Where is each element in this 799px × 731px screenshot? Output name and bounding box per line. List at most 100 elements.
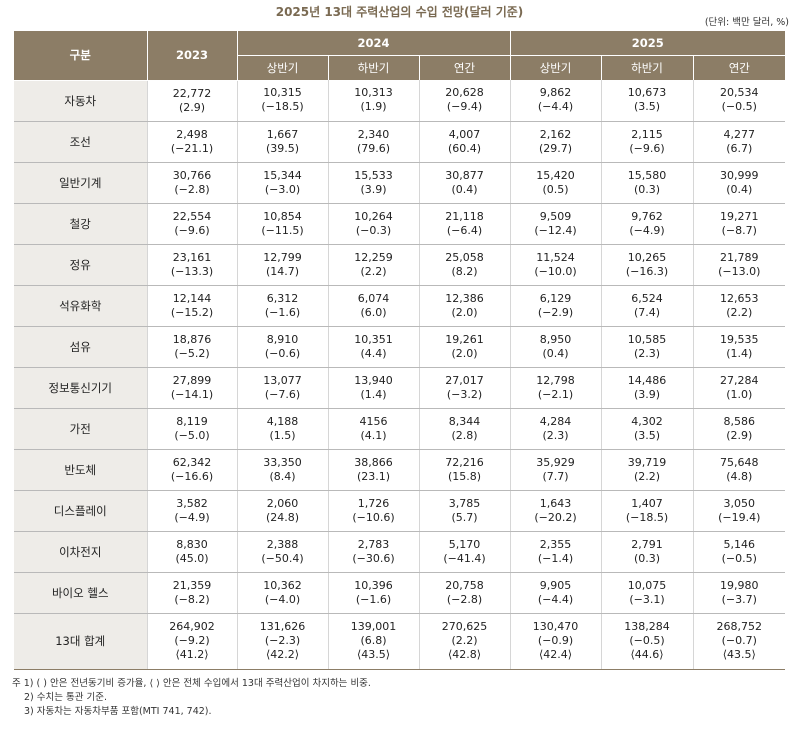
cell-value: 19,980	[720, 578, 759, 592]
table-cell: 10,585 (2.3)	[600, 326, 694, 368]
cell-value: 62,342	[172, 455, 212, 469]
table-cell: 11,524 (−10.0)	[509, 244, 602, 286]
cell-growth-rate: (2.2)	[726, 305, 753, 319]
cell-growth-rate: (−1.6)	[355, 592, 392, 606]
cell-share: ⟨42.2⟩	[265, 648, 300, 661]
cell-growth-rate: (−3.1)	[629, 592, 665, 606]
cell-value: 2,388	[266, 537, 299, 551]
table-cell: 10,396 (−1.6)	[327, 572, 419, 614]
cell-value: 30,877	[445, 168, 484, 182]
table-row: 정유 23,161 (−13.3) 12,799 (14.7) 12,259 (2.2) 25…	[14, 244, 786, 286]
cell-growth-rate: (1.4)	[726, 346, 753, 360]
header-2024-annual: 연간	[418, 55, 511, 80]
cell-share: ⟨41.2⟩	[175, 648, 209, 661]
table-cell: 139,001 (6.8) ⟨43.5⟩	[327, 613, 419, 670]
table-row: 반도체 62,342 (−16.6) 33,350 (8.4) 38,866 (23.1) 7…	[14, 449, 786, 491]
header-category: 구분	[14, 31, 147, 81]
cell-growth-rate: (−9.2)	[174, 634, 210, 647]
table-cell: 8,586 (2.9)	[692, 408, 786, 450]
cell-value: 39,719	[627, 455, 667, 469]
cell-growth-rate: (2.3)	[542, 428, 569, 442]
cell-growth-rate: (1.9)	[360, 100, 387, 114]
table-cell: 10,362 (−4.0)	[236, 572, 328, 614]
cell-growth-rate: (−41.4)	[443, 551, 486, 565]
table-cell: 30,999 (0.4)	[692, 162, 786, 204]
cell-value: 2,162	[539, 127, 572, 141]
cell-value: 10,315	[263, 86, 302, 100]
header-2025-h2: 하반기	[600, 55, 694, 80]
cell-value: 9,762	[631, 209, 663, 223]
table-cell: 19,535 (1.4)	[692, 326, 786, 368]
cell-value: 4,188	[266, 414, 299, 428]
cell-value: 13,077	[263, 373, 302, 387]
table-cell: 15,533 (3.9)	[327, 162, 419, 204]
cell-growth-rate: (−0.5)	[721, 100, 757, 114]
cell-value: 33,350	[263, 455, 302, 469]
row-category: 정유	[14, 244, 147, 286]
table-row: 조선 2,498 (−21.1) 1,667 (39.5) 2,340 (79.6) 4,00…	[14, 121, 786, 163]
cell-value: 12,798	[536, 373, 575, 387]
cell-growth-rate: (−4.9)	[174, 510, 210, 524]
table-cell: 19,261 (2.0)	[418, 326, 511, 368]
cell-growth-rate: (4.4)	[360, 346, 387, 360]
table-cell: 15,344 (−3.0)	[236, 162, 328, 204]
table-cell: 12,144 (−15.2)	[146, 285, 237, 327]
row-category: 가전	[14, 408, 147, 450]
table-row: 디스플레이 3,582 (−4.9) 2,060 (24.8) 1,726 (−10.6) 3…	[14, 490, 786, 532]
cell-growth-rate: (4.8)	[726, 469, 753, 483]
import-forecast-table: 구분 2023 2024 2025 상반기 하반기 연간 상반기 하반기 연간 …	[14, 31, 786, 670]
cell-share: ⟨42.8⟩	[447, 648, 482, 661]
cell-value: 12,799	[263, 250, 302, 264]
cell-value: 2,791	[631, 537, 663, 551]
cell-growth-rate: (−2.8)	[446, 592, 483, 606]
header-2025: 2025	[509, 31, 786, 56]
table-cell: 12,799 (14.7)	[236, 244, 328, 286]
table-cell: 9,762 (−4.9)	[600, 203, 694, 245]
table-cell: 268,752 (−0.7) ⟨43.5⟩	[692, 613, 786, 670]
table-cell: 2,355 (−1.4)	[509, 531, 602, 573]
table-cell: 3,050 (−19.4)	[692, 490, 786, 532]
cell-value: 27,017	[445, 373, 484, 387]
table-cell: 2,340 (79.6)	[327, 121, 419, 163]
table-cell: 4,302 (3.5)	[600, 408, 694, 450]
cell-growth-rate: (−9.6)	[629, 141, 665, 155]
table-cell: 21,118 (−6.4)	[418, 203, 511, 245]
cell-value: 21,359	[172, 578, 212, 592]
table-cell: 39,719 (2.2)	[600, 449, 694, 491]
footnote: 3) 자동차는 자동차부품 포함(MTI 741, 742).	[24, 706, 212, 717]
table-cell: 13,077 (−7.6)	[236, 367, 328, 409]
cell-growth-rate: (−6.4)	[446, 223, 483, 237]
cell-growth-rate: (−9.6)	[174, 223, 210, 237]
table-cell: 27,017 (−3.2)	[418, 367, 511, 409]
cell-growth-rate: (4.1)	[360, 428, 387, 442]
cell-growth-rate: (0.4)	[542, 346, 569, 360]
cell-growth-rate: (8.2)	[451, 264, 478, 278]
cell-value: 6,524	[631, 291, 663, 305]
table-cell: 12,386 (2.0)	[418, 285, 511, 327]
cell-growth-rate: (24.8)	[265, 510, 300, 524]
row-category: 반도체	[14, 449, 147, 491]
table-cell: 4,007 (60.4)	[418, 121, 511, 163]
table-cell: 14,486 (3.9)	[600, 367, 694, 409]
table-cell: 2,388 (−50.4)	[236, 531, 328, 573]
cell-value: 4,284	[539, 414, 572, 428]
cell-value: 3,785	[448, 496, 481, 510]
table-cell: 138,284 (−0.5) ⟨44.6⟩	[600, 613, 694, 670]
table-cell: 15,420 (0.5)	[509, 162, 602, 204]
table-row: 13대 합계 264,902 (−9.2) ⟨41.2⟩ 131,626 (−2.3) ⟨4…	[14, 613, 786, 670]
cell-value: 1,643	[539, 496, 572, 510]
cell-growth-rate: (−4.4)	[537, 592, 574, 606]
cell-value: 10,673	[627, 86, 667, 100]
table-row: 바이오 헬스 21,359 (−8.2) 10,362 (−4.0) 10,396 (−1.…	[14, 572, 786, 614]
table-cell: 20,534 (−0.5)	[692, 80, 786, 122]
table-cell: 3,582 (−4.9)	[146, 490, 237, 532]
cell-value: 138,284	[624, 620, 670, 633]
cell-growth-rate: (2.0)	[451, 346, 478, 360]
cell-growth-rate: (29.7)	[538, 141, 573, 155]
cell-value: 22,554	[172, 209, 212, 223]
cell-growth-rate: (−4.9)	[629, 223, 665, 237]
cell-value: 30,766	[172, 168, 212, 182]
cell-growth-rate: (2.8)	[451, 428, 478, 442]
cell-value: 35,929	[536, 455, 575, 469]
cell-value: 10,265	[627, 250, 667, 264]
